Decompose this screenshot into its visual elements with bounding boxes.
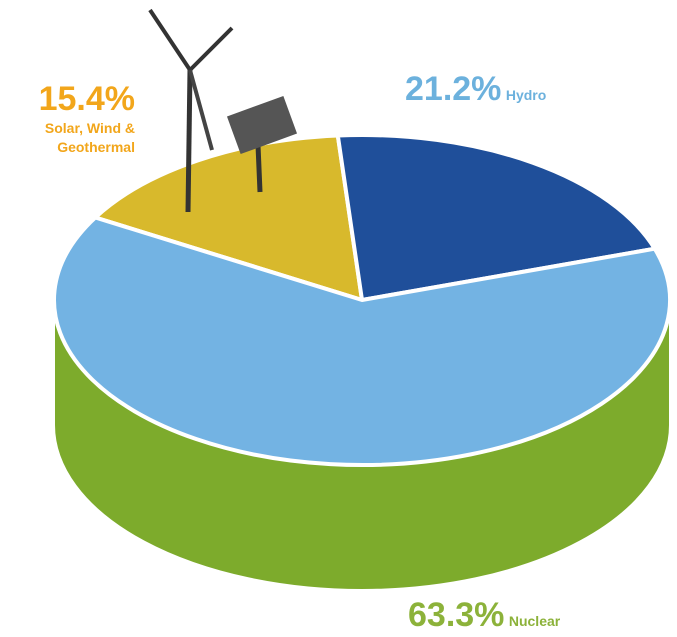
category-label: Solar, Wind & Geothermal (44, 120, 135, 155)
pie-slice (91, 133, 365, 303)
category-label: Hydro (505, 87, 547, 103)
solar-label: 15.4% Solar, Wind & Geothermal (0, 80, 135, 157)
value-label: 63.3% (408, 596, 505, 634)
nuclear-label: 63.3% Nuclear (408, 596, 560, 635)
value-label: 21.2% (405, 70, 502, 108)
value-label: 15.4% (38, 80, 135, 118)
wind-turbine (148, 8, 298, 213)
hydro-label: 21.2% Hydro (405, 70, 546, 109)
pie-slice (335, 133, 658, 303)
category-label: Nuclear (508, 613, 561, 629)
pie-slice (52, 215, 672, 467)
